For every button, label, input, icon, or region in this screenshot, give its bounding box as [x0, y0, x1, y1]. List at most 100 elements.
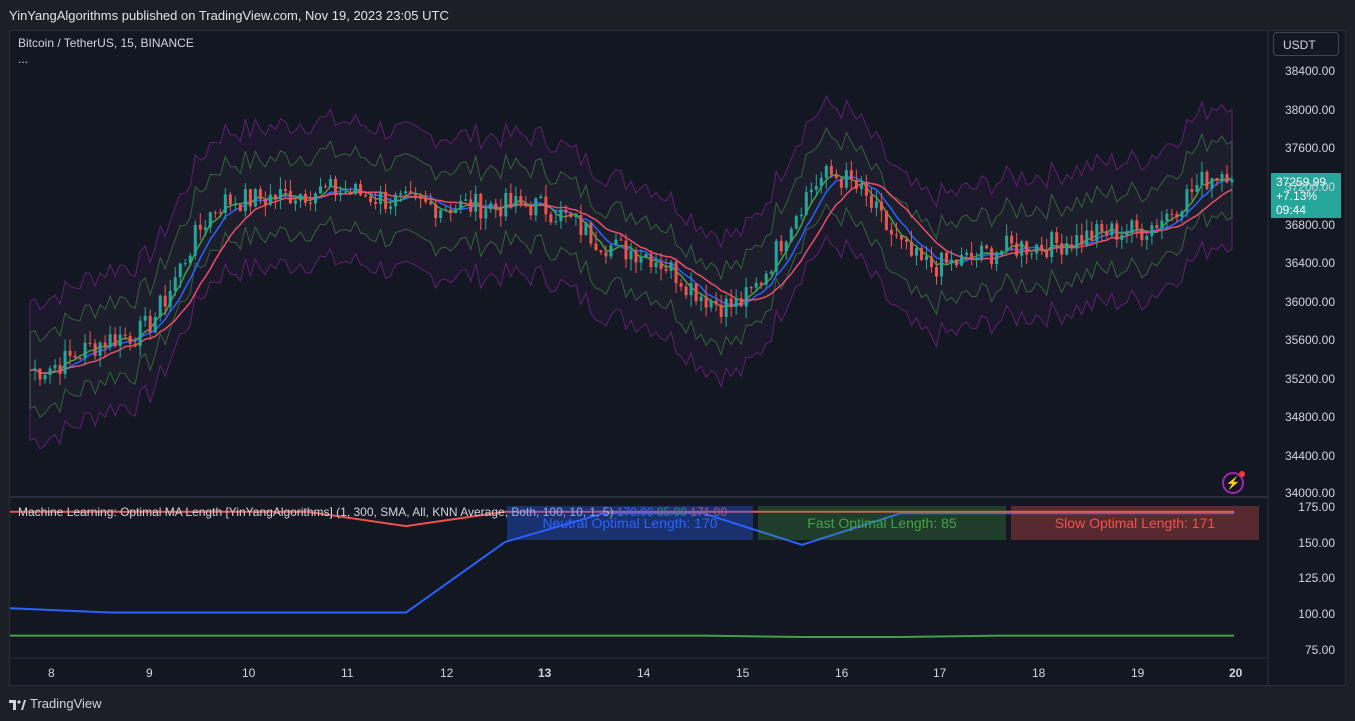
candle-body [1210, 178, 1214, 189]
candle-body [1175, 213, 1179, 218]
candle-body [639, 257, 643, 263]
candle-body [529, 206, 533, 216]
candle-body [724, 298, 728, 317]
candle-body [514, 195, 518, 207]
candle-body [188, 255, 192, 264]
indicator-tick: 150.00 [1298, 536, 1335, 550]
candle-body [238, 204, 242, 212]
candle-body [273, 194, 277, 199]
candle-body [914, 247, 918, 256]
candle-body [469, 199, 473, 212]
candle-body [1040, 244, 1044, 250]
time-tick: 15 [736, 666, 750, 680]
candle-body [293, 200, 297, 204]
candle-body [709, 300, 713, 308]
candle-body [849, 170, 853, 181]
candle-body [178, 263, 182, 278]
candle-body [1020, 241, 1024, 256]
chart-window[interactable] [9, 30, 1346, 686]
time-tick: 14 [637, 666, 651, 680]
price-change: +7.13% [1276, 189, 1318, 203]
candle-body [163, 295, 167, 307]
candle-body [233, 204, 237, 206]
fast-band [29, 126, 1233, 419]
candle-body [1055, 232, 1059, 243]
candle-body [1195, 184, 1199, 192]
candle-body [814, 185, 818, 190]
candle-body [524, 203, 528, 207]
candle-body [734, 298, 738, 307]
candle-body [945, 252, 949, 263]
candle-body [799, 214, 803, 217]
candle-body [1135, 220, 1139, 229]
candle-body [854, 180, 858, 189]
candle-body [98, 342, 102, 356]
candle-body [434, 204, 438, 218]
candle-body [924, 256, 928, 260]
indicator-tick: 175.00 [1298, 500, 1335, 514]
symbol-title[interactable]: Bitcoin / TetherUS, 15, BINANCE [18, 36, 194, 50]
candle-body [118, 334, 122, 347]
candle-body [574, 214, 578, 217]
last-price-label: 37259.99 +7.13% 09:44 [1271, 173, 1341, 218]
candle-body [464, 199, 468, 201]
candle-body [168, 290, 172, 307]
candle-body [1115, 223, 1119, 240]
candle-body [1030, 253, 1034, 255]
candle-body [980, 245, 984, 259]
candle-body [153, 317, 157, 333]
candle-body [594, 243, 598, 251]
candle-body [213, 212, 217, 214]
footer-brand[interactable]: TradingView [9, 696, 102, 711]
candle-body [784, 241, 788, 252]
candle-body [444, 209, 448, 211]
candle-body [308, 202, 312, 204]
candle-body [344, 191, 348, 193]
more-indicators-toggle[interactable]: ... [18, 52, 29, 66]
slow-ma-line [29, 181, 1233, 375]
indicator-title: Machine Learning: Optimal MA Length [Yin… [18, 505, 614, 519]
candle-body [93, 343, 97, 356]
candle-body [68, 350, 72, 356]
candle-body [329, 178, 332, 187]
candle-body [113, 334, 117, 347]
candle-body [1205, 171, 1209, 189]
notification-dot [1239, 471, 1245, 477]
indicator-tick: 100.00 [1298, 607, 1335, 621]
time-tick: 16 [835, 666, 849, 680]
candle-body [564, 209, 568, 213]
candle-body [263, 199, 267, 205]
candle-body [339, 192, 343, 196]
candle-body [674, 261, 678, 284]
candle-body [203, 227, 207, 230]
candle-body [804, 192, 808, 215]
candle-body [769, 271, 773, 274]
price-tick: 35600.00 [1284, 333, 1335, 347]
time-tick: 10 [242, 666, 256, 680]
candle-body [419, 195, 423, 199]
currency-selector[interactable]: USDT [1273, 32, 1339, 56]
candle-body [584, 223, 588, 236]
flash-icon[interactable]: ⚡ [1222, 471, 1245, 494]
candle-body [1080, 235, 1084, 246]
candle-body [689, 283, 693, 296]
price-tick: 34000.00 [1284, 486, 1335, 500]
candle-body [829, 165, 833, 175]
time-tick: 20 [1229, 666, 1243, 680]
candle-body [644, 253, 648, 258]
indicator-legend[interactable]: Machine Learning: Optimal MA Length [Yin… [18, 505, 727, 519]
time-tick: 19 [1131, 666, 1145, 680]
candle-body [749, 287, 753, 289]
candle-body [960, 254, 964, 266]
candle-body [1110, 223, 1114, 236]
candle-body [704, 296, 708, 308]
publication-text: YinYangAlgorithms published on TradingVi… [9, 8, 449, 23]
candle-body [83, 342, 87, 359]
candle-body [1005, 235, 1009, 251]
candle-body [354, 184, 358, 194]
candle-body [609, 245, 613, 257]
candle-body [874, 201, 878, 208]
candle-body [1125, 232, 1129, 235]
candle-body [1155, 225, 1159, 229]
